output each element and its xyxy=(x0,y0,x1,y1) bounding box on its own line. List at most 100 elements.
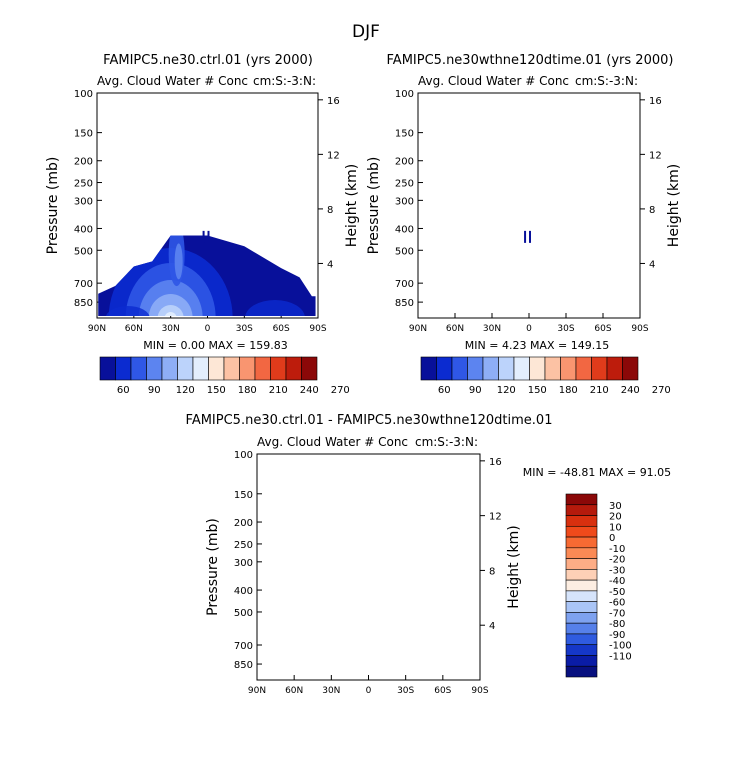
pressure-tick-label: 500 xyxy=(234,608,253,619)
panel-title: FAMIPC5.ne30.ctrl.01 - FAMIPC5.ne30wthne… xyxy=(186,413,553,428)
lat-tick-label: 60N xyxy=(125,324,143,334)
pressure-tick-label: 850 xyxy=(395,298,414,309)
field-contour xyxy=(280,644,308,672)
colorbar-box xyxy=(254,356,271,381)
pressure-tick-label: 150 xyxy=(74,129,93,140)
panel-ctrl: FAMIPC5.ne30.ctrl.01 (yrs 2000) Avg. Clou… xyxy=(45,53,360,352)
field-contour xyxy=(105,306,150,316)
colorbar-label: -40 xyxy=(609,576,625,587)
colorbar-label: 180 xyxy=(238,385,257,396)
colorbar-label: -50 xyxy=(609,587,625,598)
field-contour xyxy=(164,312,177,316)
field-base xyxy=(257,454,480,680)
field-contour xyxy=(125,263,216,316)
colorbar-label: 270 xyxy=(331,385,350,396)
colorbar-box xyxy=(565,612,598,624)
colorbar-box xyxy=(161,356,178,381)
field-spot xyxy=(373,606,378,620)
pressure-tick-label: 850 xyxy=(74,298,93,309)
colorbar-box xyxy=(115,356,132,381)
pressure-axis-label: Pressure (mb) xyxy=(205,518,221,616)
colorbar-box xyxy=(565,547,598,559)
panel-subtitle: Avg. Cloud Water # Conc xyxy=(257,435,408,449)
pressure-tick-label: 700 xyxy=(395,279,414,290)
colorbar-label: 120 xyxy=(497,385,516,396)
height-tick-label: 8 xyxy=(649,205,655,216)
colorbar-box xyxy=(285,356,302,381)
panel-units: cm:S:-3:N: xyxy=(575,74,638,88)
field-spot xyxy=(334,606,339,620)
lat-tick-label: 60S xyxy=(273,324,290,334)
pressure-tick-label: 400 xyxy=(74,224,93,235)
lat-tick-label: 30N xyxy=(162,324,180,334)
pressure-tick-label: 500 xyxy=(74,246,93,257)
colorbar-box xyxy=(591,356,608,381)
pressure-tick-label: 850 xyxy=(234,660,253,671)
panel-title: FAMIPC5.ne30wthne120dtime.01 (yrs 2000) xyxy=(387,53,674,68)
lat-tick-label: 60N xyxy=(446,324,464,334)
colorbar-box xyxy=(529,356,546,381)
colorbar-label: -100 xyxy=(609,641,632,652)
colorbar-label: 20 xyxy=(609,512,622,523)
colorbar-label: -60 xyxy=(609,598,625,609)
field-spot xyxy=(354,602,359,616)
colorbar-box xyxy=(146,356,163,381)
colorbar-label: 150 xyxy=(528,385,547,396)
colorbar-box xyxy=(565,655,598,667)
colorbar-label: 0 xyxy=(609,533,615,544)
pressure-tick-label: 250 xyxy=(74,179,93,190)
colorbar-box xyxy=(223,356,240,381)
colorbar-box xyxy=(560,356,577,381)
colorbar-label: -110 xyxy=(609,651,632,662)
colorbar-box xyxy=(208,356,225,381)
field-contour xyxy=(354,586,370,646)
colorbar-label: 210 xyxy=(269,385,288,396)
lat-tick-label: 90S xyxy=(309,324,326,334)
colorbar-label: -10 xyxy=(609,544,625,555)
colorbar-label: 210 xyxy=(590,385,609,396)
colorbar-box xyxy=(565,579,598,592)
field-spike xyxy=(202,230,205,243)
colorbar-label: 10 xyxy=(609,522,622,533)
pressure-tick-label: 100 xyxy=(234,450,253,461)
lat-tick-label: 30S xyxy=(236,324,253,334)
panel-subtitle: Avg. Cloud Water # Conc xyxy=(418,74,569,88)
pressure-tick-label: 300 xyxy=(234,558,253,569)
field-fill xyxy=(257,454,480,680)
pressure-tick-label: 400 xyxy=(234,586,253,597)
field-contour xyxy=(305,643,321,663)
colorbar-label: 120 xyxy=(176,385,195,396)
colorbar-box xyxy=(565,536,598,549)
colorbar-box xyxy=(301,356,318,381)
colorbar-box xyxy=(177,356,194,381)
lat-tick-label: 30N xyxy=(483,324,501,334)
pressure-tick-label: 150 xyxy=(395,129,414,140)
lat-tick-label: 0 xyxy=(526,324,532,334)
colorbar-exp: 60 90 120 150 180 210 240 270 xyxy=(420,356,671,396)
panel-units: cm:S:-3:N: xyxy=(415,435,478,449)
colorbar-box xyxy=(513,356,530,381)
colorbar-label: 90 xyxy=(148,385,161,396)
colorbar-diff: 3020100-10-20-30-40-50-60-70-80-90-100-1… xyxy=(565,493,632,678)
field-contour xyxy=(384,600,428,660)
field-contour xyxy=(148,294,193,316)
pressure-tick-label: 300 xyxy=(395,196,414,207)
colorbar-label: 180 xyxy=(559,385,578,396)
colorbar-box xyxy=(192,356,209,381)
colorbar-box xyxy=(565,493,598,506)
lat-tick-label: 30N xyxy=(322,686,340,696)
height-tick-label: 16 xyxy=(489,457,502,468)
colorbar-box xyxy=(565,665,598,678)
colorbar-box xyxy=(565,525,598,538)
colorbar-label: 270 xyxy=(652,385,671,396)
pressure-tick-label: 200 xyxy=(395,157,414,168)
colorbar-box xyxy=(565,504,598,516)
colorbar-box xyxy=(482,356,499,381)
pressure-tick-label: 250 xyxy=(395,179,414,190)
pressure-tick-label: 100 xyxy=(74,89,93,100)
colorbar-label: 150 xyxy=(207,385,226,396)
colorbar-box xyxy=(99,356,116,381)
field-plume-core xyxy=(174,243,183,280)
colorbar-box xyxy=(565,590,598,602)
plots-layer: FAMIPC5.ne30.ctrl.01 (yrs 2000) Avg. Clou… xyxy=(45,53,682,696)
